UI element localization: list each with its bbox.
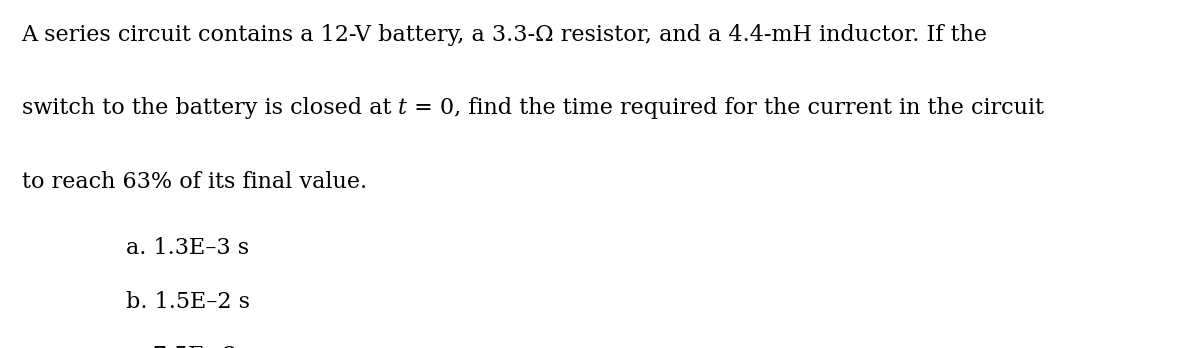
Text: t: t bbox=[398, 97, 407, 119]
Text: switch to the battery is closed at: switch to the battery is closed at bbox=[22, 97, 398, 119]
Text: switch to the battery is closed at: switch to the battery is closed at bbox=[22, 97, 398, 119]
Text: A series circuit contains a 12-V battery, a 3.3-Ω resistor, and a 4.4-mH inducto: A series circuit contains a 12-V battery… bbox=[22, 24, 988, 46]
Text: = 0, find the time required for the current in the circuit: = 0, find the time required for the curr… bbox=[407, 97, 1044, 119]
Text: a. 1.3E–3 s: a. 1.3E–3 s bbox=[126, 237, 250, 259]
Text: to reach 63% of its final value.: to reach 63% of its final value. bbox=[22, 171, 367, 192]
Text: b. 1.5E–2 s: b. 1.5E–2 s bbox=[126, 291, 250, 313]
Text: c. 7.5E+2 s: c. 7.5E+2 s bbox=[126, 345, 256, 348]
